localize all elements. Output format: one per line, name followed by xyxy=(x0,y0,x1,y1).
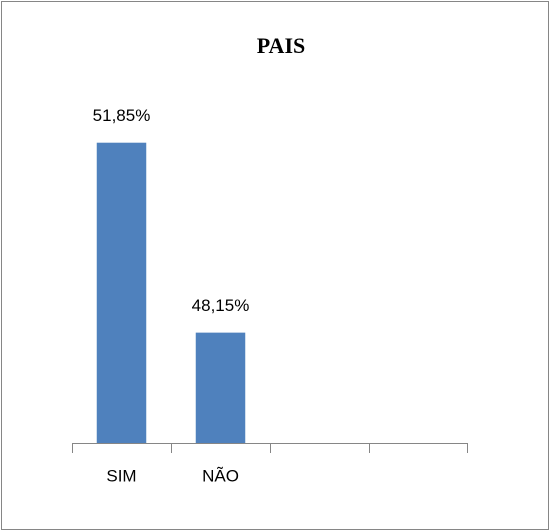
bar xyxy=(195,332,246,443)
data-label: 51,85% xyxy=(93,106,151,125)
x-tick-label: SIM xyxy=(106,466,136,485)
x-axis xyxy=(72,443,468,453)
data-label: 48,15% xyxy=(192,296,250,315)
chart-title: PAIS xyxy=(257,33,306,58)
x-tick-label: NÃO xyxy=(202,466,239,485)
bar xyxy=(96,142,147,443)
